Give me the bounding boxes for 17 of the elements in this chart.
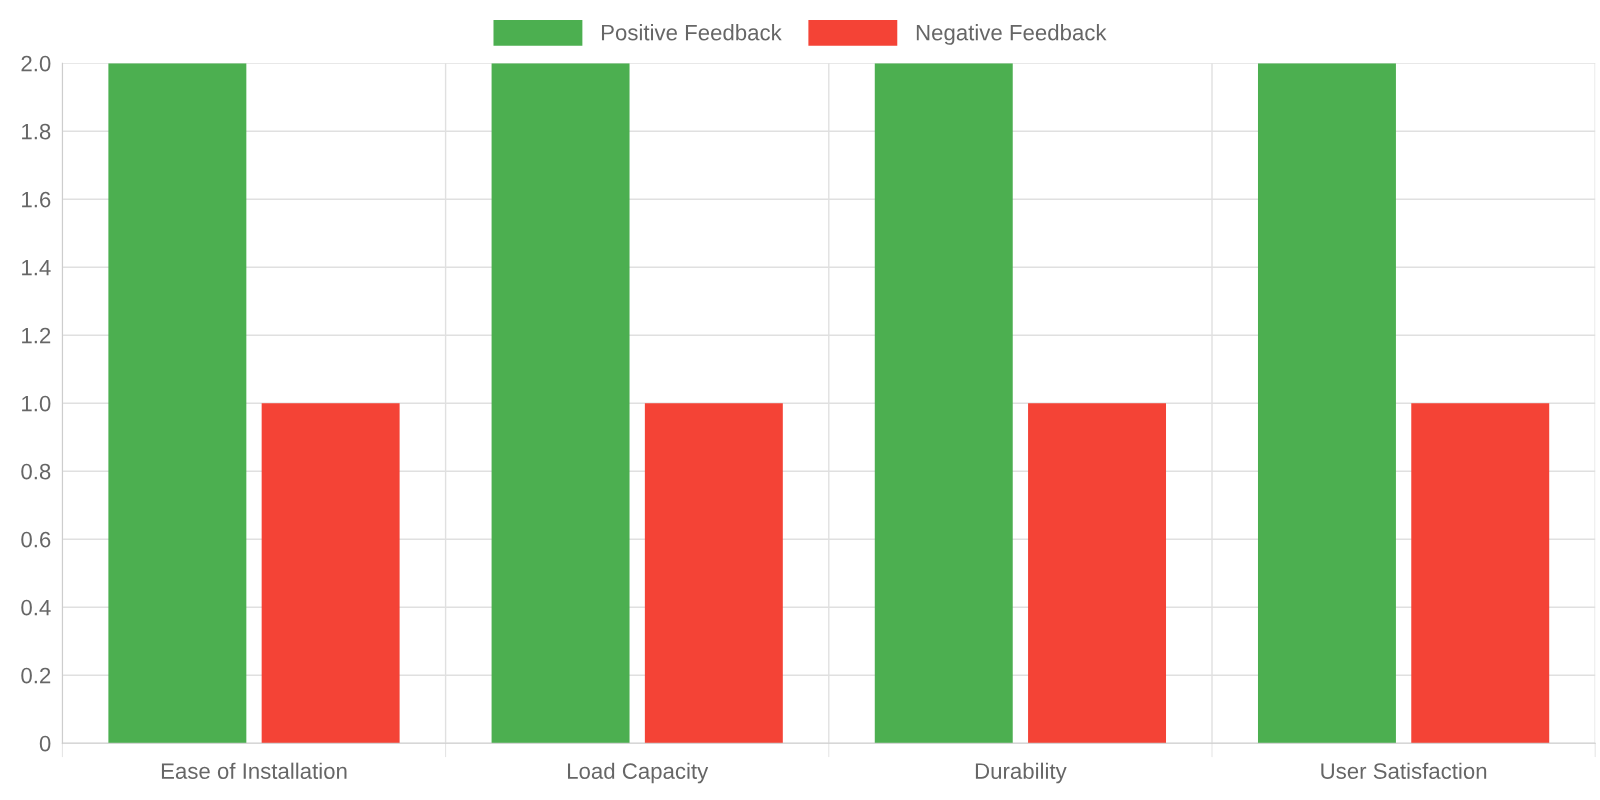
y-tick-label: 1.0 (22, 395, 51, 412)
x-tick-label: User Satisfaction (1321, 762, 1487, 779)
x-tick-label: Ease of Installation (161, 762, 347, 779)
y-tick-label: 0.2 (21, 667, 51, 684)
x-tick-label: Load Capacity (567, 762, 709, 784)
y-tick-label: 1.4 (22, 259, 51, 276)
y-tick-label: 1.2 (22, 327, 51, 344)
legend-label: Positive Feedback (601, 24, 782, 41)
y-tick-label: 0.6 (21, 531, 51, 548)
y-tick-label: 0.8 (21, 463, 51, 480)
y-tick-label: 2.0 (21, 55, 51, 72)
y-tick-label: 1.8 (22, 123, 51, 140)
x-tick-label: Durability (975, 762, 1067, 784)
y-tick-label: 0 (39, 735, 51, 752)
y-tick-label: 1.6 (22, 191, 51, 208)
y-tick-label: 0.4 (21, 599, 51, 616)
legend-label: Negative Feedback (916, 24, 1107, 45)
